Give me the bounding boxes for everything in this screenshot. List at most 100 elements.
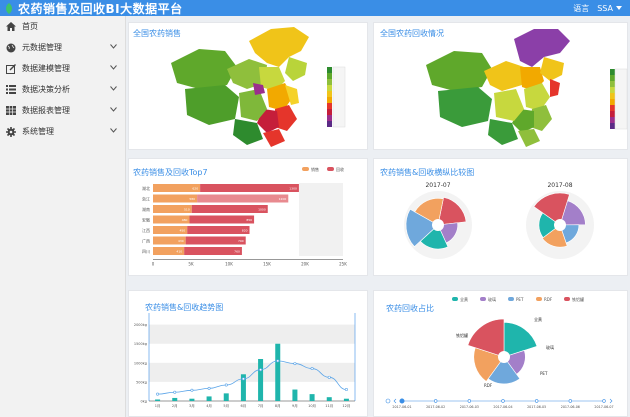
timeline-node[interactable] [568, 399, 573, 403]
trend-point[interactable] [207, 386, 211, 390]
timeline-node[interactable] [534, 399, 539, 403]
x-tick-label: 10月 [308, 403, 316, 408]
rose-slice[interactable] [503, 322, 538, 358]
trend-point[interactable] [327, 375, 331, 379]
legend-swatch-sales[interactable] [302, 167, 309, 171]
trend-bar[interactable] [258, 359, 264, 401]
trend-point[interactable] [344, 388, 348, 392]
bar-sales[interactable] [153, 194, 198, 203]
legend-label: 全黄 [460, 296, 468, 302]
sidebar-item-system[interactable]: 系统管理 [0, 121, 125, 142]
trend-point[interactable] [293, 362, 297, 366]
bar-sales[interactable] [153, 226, 188, 234]
trend-point[interactable] [310, 367, 314, 371]
china-recycle-map[interactable] [374, 23, 629, 151]
trend-bar[interactable] [155, 399, 161, 401]
slice-label: 玻璃 [546, 344, 554, 350]
x-tick-label: 3月 [189, 403, 195, 408]
x-tick-label: 11月 [325, 403, 333, 408]
bar-recycle[interactable] [191, 205, 268, 213]
bar-value-label: 580 [189, 197, 195, 201]
sidebar-item-modeling[interactable]: 数据建模管理 [0, 58, 125, 79]
category-label: 江西 [142, 227, 150, 233]
bar-sales[interactable] [153, 205, 192, 213]
rose-slice[interactable] [467, 318, 505, 358]
x-tick-label: 5月 [223, 403, 229, 408]
trend-bar[interactable] [206, 396, 212, 401]
user-menu[interactable]: SSA [597, 4, 622, 13]
trend-bar[interactable] [172, 397, 178, 401]
sidebar: 首页 元数据管理 数据建模管理 数据决策分析 数据报表管理 系统管理 [0, 16, 126, 417]
bar-sales[interactable] [153, 215, 190, 224]
bar-recycle[interactable] [184, 247, 242, 255]
sidebar-item-home[interactable]: 首页 [0, 16, 125, 37]
china-sales-map[interactable] [129, 23, 369, 151]
trend-point[interactable] [241, 377, 245, 381]
grid-band [149, 324, 355, 344]
bar-sales[interactable] [153, 236, 186, 245]
trend-bar[interactable] [309, 394, 315, 401]
trend-point[interactable] [173, 390, 177, 394]
sidebar-item-label: 数据建模管理 [22, 64, 70, 73]
bar-sales[interactable] [153, 247, 185, 255]
trend-bar[interactable] [240, 374, 246, 401]
bar-recycle[interactable] [197, 194, 289, 203]
list-icon [5, 84, 17, 96]
bar-value-label: 760 [234, 250, 240, 254]
x-tick-label: 15K [263, 262, 271, 267]
compare-rose-charts[interactable]: 2017-07 2017-08 [374, 159, 629, 277]
trend-point[interactable] [156, 392, 160, 396]
trend-point[interactable] [276, 359, 280, 363]
bar-recycle[interactable] [185, 236, 246, 245]
rose-slice[interactable] [473, 347, 505, 382]
rose-slice[interactable] [405, 208, 439, 248]
language-menu[interactable]: 语言 [573, 3, 590, 13]
trend-bar[interactable] [189, 398, 195, 401]
panel-title: 全国农药回收情况 [380, 29, 444, 38]
bar-value-label: 620 [192, 187, 198, 191]
sidebar-item-metadata[interactable]: 元数据管理 [0, 37, 125, 58]
trend-point[interactable] [259, 368, 263, 372]
x-tick-label: 4月 [206, 403, 212, 408]
trend-bar[interactable] [326, 397, 332, 401]
category-label: 浙江 [142, 196, 150, 202]
bar-recycle[interactable] [200, 184, 299, 192]
legend-swatch[interactable] [508, 297, 514, 301]
timeline-node[interactable] [399, 398, 405, 404]
rose-slice[interactable] [414, 198, 444, 226]
legend-swatch[interactable] [564, 297, 570, 301]
rose-slice[interactable] [437, 196, 467, 226]
timeline-node[interactable] [433, 399, 438, 403]
legend-swatch[interactable] [536, 297, 542, 301]
legend-swatch[interactable] [480, 297, 486, 301]
bar-sales[interactable] [153, 184, 201, 192]
trend-bar[interactable] [275, 343, 281, 401]
timeline-play-icon[interactable] [385, 398, 391, 404]
timeline-prev-icon[interactable] [393, 398, 397, 404]
trend-bar[interactable] [292, 389, 298, 401]
bar-recycle[interactable] [189, 215, 255, 224]
category-label: 四川 [142, 249, 150, 254]
legend-label: RDF [544, 297, 553, 302]
legend-swatch[interactable] [452, 297, 458, 301]
bar-recycle[interactable] [187, 226, 250, 234]
timeline-node[interactable] [602, 399, 606, 403]
bar-value-label: 510 [184, 208, 190, 212]
timeline-node[interactable] [501, 399, 505, 403]
timeline-node[interactable] [467, 399, 472, 403]
legend-swatch-recycle[interactable] [327, 167, 334, 171]
chevron-down-icon [110, 44, 117, 49]
trend-point[interactable] [190, 388, 194, 392]
top7-chart[interactable]: 销售 回收 湖北 620 1300 浙江 580 1200 湖南 510 1000 安徽 480 85… [129, 159, 369, 277]
trend-bar[interactable] [343, 398, 349, 401]
sidebar-item-decision[interactable]: 数据决策分析 [0, 79, 125, 100]
chevron-down-icon [110, 86, 117, 91]
trend-point[interactable] [224, 383, 228, 387]
sidebar-item-reports[interactable]: 数据报表管理 [0, 100, 125, 121]
timeline-next-icon[interactable] [609, 398, 613, 404]
x-tick-label: 2月 [172, 403, 178, 408]
trend-chart[interactable]: 0kg 500kg 1000kg 1500kg 2000kg 1月 2月 3月 4月 5月 6月 7月… [129, 291, 369, 417]
rose-slice[interactable] [533, 192, 570, 226]
trend-bar[interactable] [223, 393, 229, 401]
